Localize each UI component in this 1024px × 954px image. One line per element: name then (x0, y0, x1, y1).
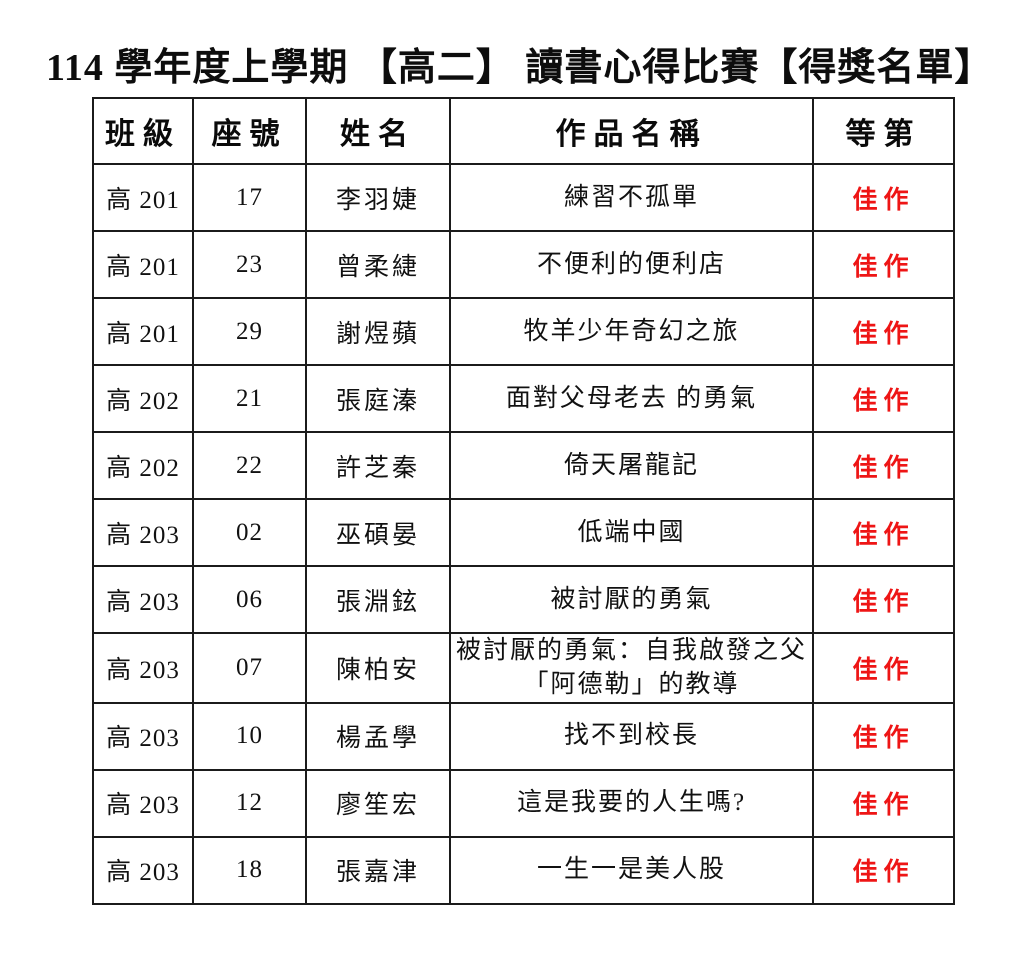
cell-seat: 10 (192, 701, 307, 771)
cell-class: 高 203 (92, 498, 194, 567)
cell-grade-stamp: 佳作 (812, 498, 955, 567)
cell-class: 高 202 (92, 364, 194, 433)
cell-work: 不便利的便利店 (449, 230, 814, 299)
column-header-class: 班級 (92, 97, 194, 165)
cell-class: 高 203 (92, 565, 194, 634)
cell-grade-stamp: 佳作 (812, 565, 955, 634)
cell-grade-stamp: 佳作 (812, 364, 955, 433)
cell-class: 高 203 (92, 768, 194, 838)
cell-work: 練習不孤單 (449, 163, 814, 232)
awards-table: 班級 座號 姓名 作品名稱 等第 高 201 17 李羽婕 練習不孤單 佳作 高… (92, 97, 955, 905)
cell-work: 被討厭的勇氣 (449, 565, 814, 634)
cell-grade-stamp: 佳作 (812, 768, 955, 838)
column-header-name: 姓名 (305, 97, 451, 165)
cell-seat: 17 (192, 163, 307, 232)
cell-name: 巫碩晏 (305, 498, 451, 567)
cell-class: 高 203 (92, 632, 194, 704)
cell-grade-stamp: 佳作 (812, 230, 955, 299)
cell-name: 廖笙宏 (305, 768, 451, 838)
page-title: 114 學年度上學期 【高二】 讀書心得比賽【得獎名單】 (46, 47, 994, 89)
cell-grade-stamp: 佳作 (812, 701, 955, 771)
table-row: 高 203 07 陳柏安 被討厭的勇氣：自我啟發之父「阿德勒」的教導 佳作 (92, 632, 955, 704)
table-body: 高 201 17 李羽婕 練習不孤單 佳作 高 201 23 曾柔緁 不便利的便… (92, 163, 955, 905)
cell-seat: 06 (192, 565, 307, 634)
cell-seat: 23 (192, 230, 307, 299)
table-row: 高 203 02 巫碩晏 低端中國 佳作 (92, 498, 955, 567)
cell-name: 謝煜蘋 (305, 297, 451, 366)
table-row: 高 203 12 廖笙宏 這是我要的人生嗎? 佳作 (92, 768, 955, 838)
cell-seat: 22 (192, 431, 307, 500)
cell-seat: 21 (192, 364, 307, 433)
cell-seat: 02 (192, 498, 307, 567)
cell-work: 這是我要的人生嗎? (449, 768, 814, 838)
table-row: 高 203 10 楊孟學 找不到校長 佳作 (92, 701, 955, 771)
cell-name: 陳柏安 (305, 632, 451, 704)
table-row: 高 203 18 張嘉津 一生一是美人股 佳作 (92, 835, 955, 905)
cell-work: 被討厭的勇氣：自我啟發之父「阿德勒」的教導 (449, 632, 814, 704)
cell-class: 高 201 (92, 163, 194, 232)
table-row: 高 203 06 張淵鉉 被討厭的勇氣 佳作 (92, 565, 955, 634)
table-row: 高 202 21 張庭溱 面對父母老去 的勇氣 佳作 (92, 364, 955, 433)
cell-work: 倚天屠龍記 (449, 431, 814, 500)
cell-grade-stamp: 佳作 (812, 835, 955, 905)
cell-grade-stamp: 佳作 (812, 163, 955, 232)
cell-seat: 18 (192, 835, 307, 905)
cell-name: 張嘉津 (305, 835, 451, 905)
cell-class: 高 201 (92, 297, 194, 366)
cell-class: 高 201 (92, 230, 194, 299)
cell-grade-stamp: 佳作 (812, 431, 955, 500)
cell-seat: 07 (192, 632, 307, 704)
table-row: 高 201 23 曾柔緁 不便利的便利店 佳作 (92, 230, 955, 299)
column-header-seat: 座號 (192, 97, 307, 165)
cell-name: 張庭溱 (305, 364, 451, 433)
table-row: 高 201 17 李羽婕 練習不孤單 佳作 (92, 163, 955, 232)
cell-class: 高 203 (92, 835, 194, 905)
cell-work: 一生一是美人股 (449, 835, 814, 905)
cell-name: 張淵鉉 (305, 565, 451, 634)
column-header-work: 作品名稱 (449, 97, 814, 165)
cell-work: 牧羊少年奇幻之旅 (449, 297, 814, 366)
cell-class: 高 203 (92, 701, 194, 771)
table-row: 高 201 29 謝煜蘋 牧羊少年奇幻之旅 佳作 (92, 297, 955, 366)
cell-name: 李羽婕 (305, 163, 451, 232)
cell-name: 曾柔緁 (305, 230, 451, 299)
table-row: 高 202 22 許芝秦 倚天屠龍記 佳作 (92, 431, 955, 500)
column-header-grade: 等第 (812, 97, 955, 165)
cell-name: 楊孟學 (305, 701, 451, 771)
cell-seat: 12 (192, 768, 307, 838)
cell-name: 許芝秦 (305, 431, 451, 500)
cell-work: 找不到校長 (449, 701, 814, 771)
cell-work: 低端中國 (449, 498, 814, 567)
cell-grade-stamp: 佳作 (812, 297, 955, 366)
cell-grade-stamp: 佳作 (812, 632, 955, 704)
cell-class: 高 202 (92, 431, 194, 500)
cell-work: 面對父母老去 的勇氣 (449, 364, 814, 433)
cell-seat: 29 (192, 297, 307, 366)
header-row: 班級 座號 姓名 作品名稱 等第 (92, 97, 955, 165)
table-header: 班級 座號 姓名 作品名稱 等第 (92, 97, 955, 165)
